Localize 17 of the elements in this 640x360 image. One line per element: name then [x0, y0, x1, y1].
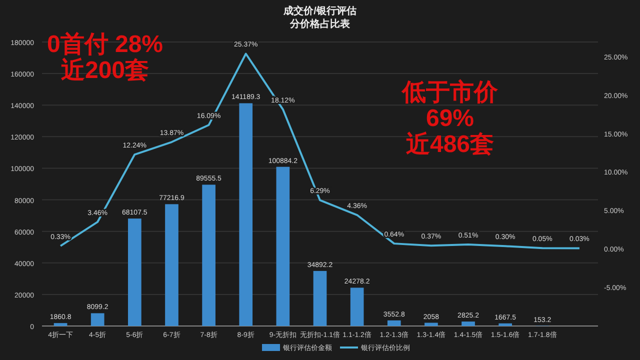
- bar: [239, 103, 253, 326]
- chart-subtitle: 分价格占比表: [289, 18, 351, 30]
- bar: [350, 288, 364, 326]
- bar: [165, 204, 178, 326]
- bar: [202, 184, 216, 326]
- bar: [498, 323, 512, 326]
- bar: [54, 323, 68, 326]
- annotation: 低于市价 69% 近486套: [401, 79, 499, 158]
- chart-title: 成交价/银行评估: [282, 5, 356, 17]
- bar: [90, 313, 104, 326]
- bar: [424, 322, 438, 326]
- bar: [276, 166, 290, 326]
- annotation: 0首付 28% 近200套: [46, 31, 164, 84]
- bar: [313, 270, 327, 326]
- bar: [128, 218, 142, 326]
- bar: [462, 322, 475, 326]
- bar: [387, 320, 401, 326]
